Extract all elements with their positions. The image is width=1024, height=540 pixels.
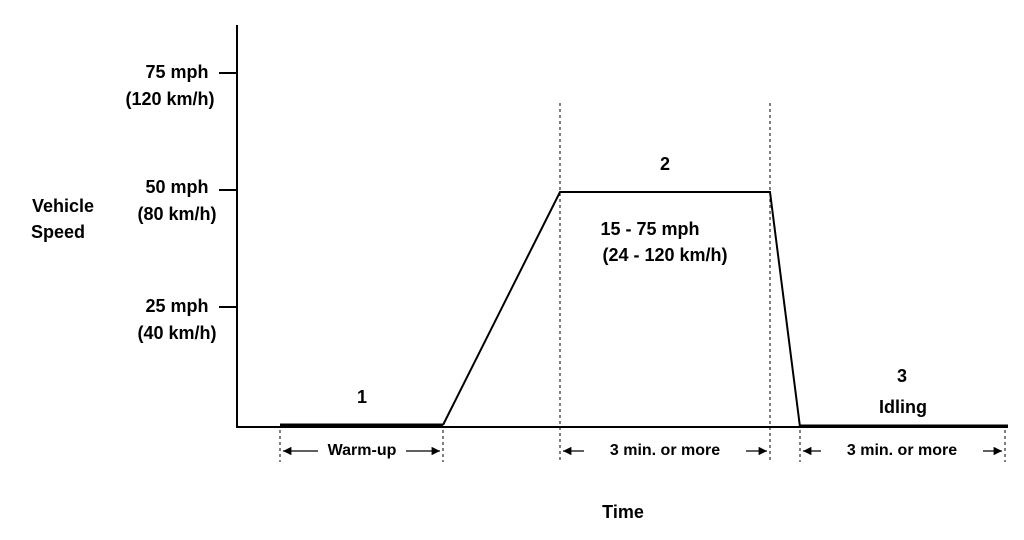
tick-label: (120 km/h) xyxy=(125,89,214,109)
tick-label: 25 mph xyxy=(145,296,208,316)
y-axis-title: Speed xyxy=(31,222,85,242)
label-bg xyxy=(821,440,983,462)
tick-label: 50 mph xyxy=(145,177,208,197)
phase-number: 1 xyxy=(357,387,367,407)
label-bg xyxy=(318,440,406,462)
tick-label: 75 mph xyxy=(145,62,208,82)
phase-speed: (24 - 120 km/h) xyxy=(602,245,727,265)
tick-label: (40 km/h) xyxy=(137,323,216,343)
phase-label: Idling xyxy=(879,397,927,417)
phase-duration: 3 min. or more xyxy=(847,442,957,459)
phase-number: 2 xyxy=(660,154,670,174)
phase-duration: 3 min. or more xyxy=(610,442,720,459)
phase-speed: 15 - 75 mph xyxy=(600,219,699,239)
tick-label: (80 km/h) xyxy=(137,204,216,224)
profile xyxy=(442,191,801,428)
phase-duration: Warm-up xyxy=(328,442,397,459)
label-bg xyxy=(584,440,746,462)
x-axis-title: Time xyxy=(602,502,644,522)
axes xyxy=(236,25,1008,428)
y-axis-title: Vehicle xyxy=(32,196,94,216)
phase-number: 3 xyxy=(897,366,907,386)
